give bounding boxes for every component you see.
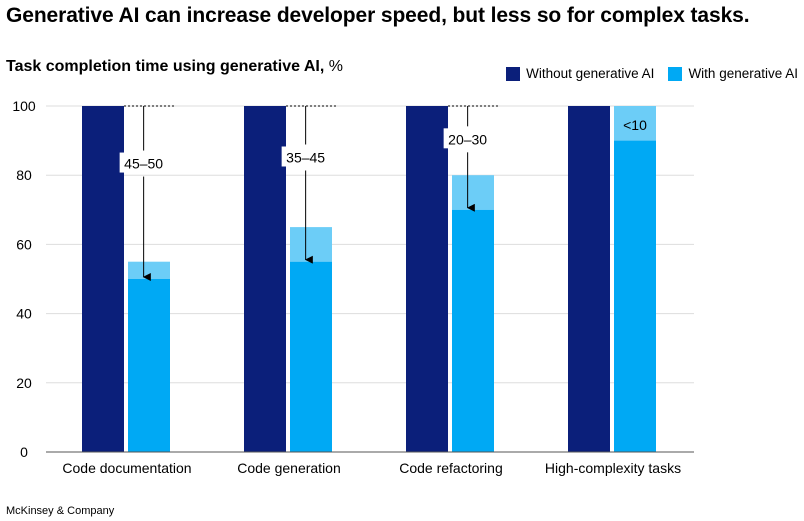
bar-with-range-3 bbox=[614, 106, 656, 141]
bar-with-base-3 bbox=[614, 140, 656, 452]
annotation-label-1: 35–45 bbox=[286, 149, 325, 165]
x-tick-label-1: Code generation bbox=[237, 460, 341, 476]
source-label: McKinsey & Company bbox=[6, 505, 115, 517]
bar-with-base-0 bbox=[128, 279, 170, 452]
x-tick-label-3: High-complexity tasks bbox=[545, 460, 681, 476]
y-tick-label-80: 80 bbox=[16, 167, 32, 183]
x-tick-label-0: Code documentation bbox=[62, 460, 191, 476]
y-tick-label-20: 20 bbox=[16, 375, 32, 391]
chart-subtitle: Task completion time using generative AI… bbox=[6, 58, 343, 76]
annotation-label-0: 45–50 bbox=[124, 156, 163, 172]
annotation-label-2: 20–30 bbox=[448, 131, 487, 147]
subtitle-unit: % bbox=[324, 58, 343, 75]
annotation-backdrop-2 bbox=[443, 128, 492, 149]
bar-with-range-0 bbox=[128, 261, 170, 279]
legend-label-without: Without generative AI bbox=[526, 66, 655, 81]
y-tick-label-100: 100 bbox=[12, 98, 36, 114]
annotation-backdrop-1 bbox=[281, 146, 330, 167]
annotation-label-3: <10 bbox=[623, 117, 647, 133]
bar-with-range-2 bbox=[452, 175, 494, 210]
bar-without-2 bbox=[406, 106, 448, 452]
legend-swatch-without bbox=[506, 66, 521, 81]
chart-title: Generative AI can increase developer spe… bbox=[6, 4, 750, 27]
y-tick-label-60: 60 bbox=[16, 236, 32, 252]
legend-label-with: With generative AI bbox=[688, 66, 798, 81]
subtitle-text: Task completion time using generative AI… bbox=[6, 58, 325, 75]
legend-swatch-with bbox=[668, 66, 683, 81]
bar-with-base-2 bbox=[452, 209, 494, 452]
legend-item-with: With generative AI bbox=[668, 66, 798, 81]
x-tick-label-2: Code refactoring bbox=[399, 460, 503, 476]
y-tick-label-40: 40 bbox=[16, 306, 32, 322]
legend: Without generative AI With generative AI bbox=[492, 66, 798, 81]
bar-without-1 bbox=[244, 106, 286, 452]
bar-without-3 bbox=[568, 106, 610, 452]
legend-item-without: Without generative AI bbox=[506, 66, 654, 81]
y-tick-label-0: 0 bbox=[20, 444, 28, 460]
bar-with-base-1 bbox=[290, 261, 332, 452]
annotation-backdrop-0 bbox=[119, 152, 168, 173]
bar-with-range-1 bbox=[290, 227, 332, 262]
bar-without-0 bbox=[82, 106, 124, 452]
